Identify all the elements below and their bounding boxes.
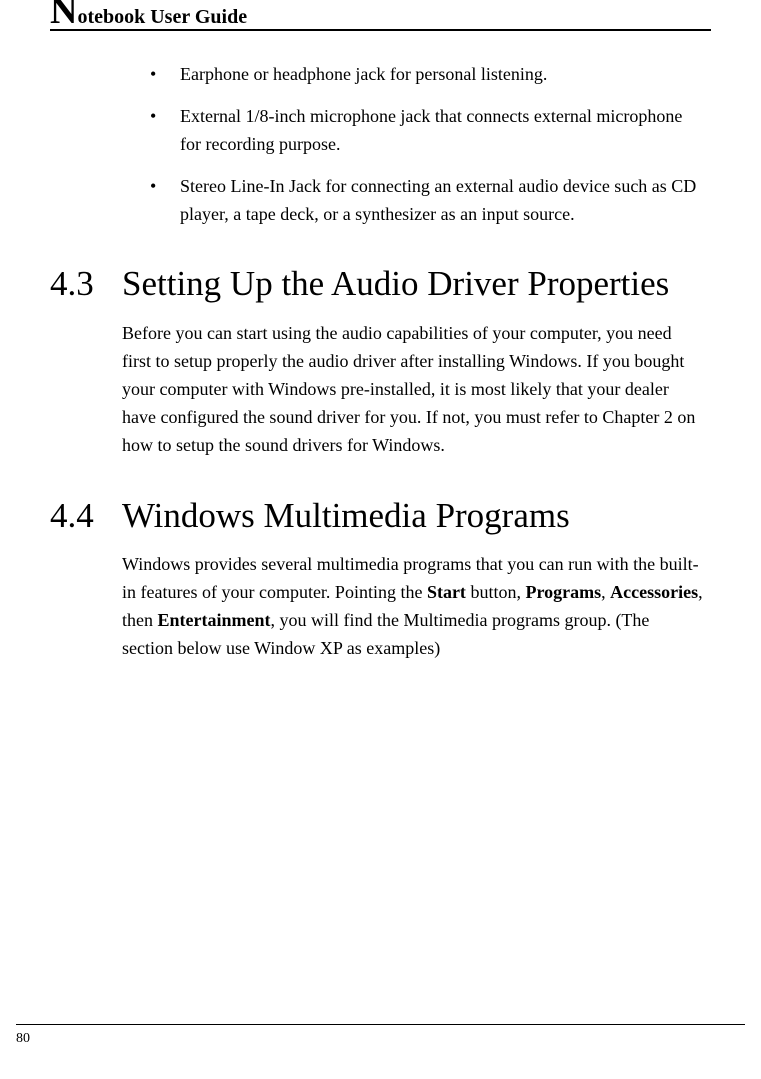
- bullet-text: Stereo Line-In Jack for connecting an ex…: [180, 176, 696, 224]
- content-area: Earphone or headphone jack for personal …: [50, 61, 711, 663]
- page-footer: 80: [0, 1024, 761, 1047]
- page-number: 80: [16, 1031, 745, 1047]
- page-header: Notebook User Guide: [50, 0, 711, 31]
- section-paragraph: Before you can start using the audio cap…: [122, 320, 703, 459]
- section-4-3: 4.3 Setting Up the Audio Driver Properti…: [122, 262, 703, 306]
- section-number: 4.3: [50, 262, 122, 306]
- header-rest: otebook User Guide: [77, 6, 247, 28]
- header-title: Notebook User Guide: [50, 6, 711, 29]
- para-text: button,: [466, 582, 526, 602]
- para-text: ,: [601, 582, 610, 602]
- list-item: External 1/8-inch microphone jack that c…: [150, 103, 703, 159]
- bold-term: Accessories: [610, 582, 698, 602]
- bold-term: Programs: [525, 582, 601, 602]
- bullet-text: Earphone or headphone jack for personal …: [180, 64, 547, 84]
- header-dropcap: N: [50, 0, 77, 32]
- list-item: Stereo Line-In Jack for connecting an ex…: [150, 173, 703, 229]
- section-4-4: 4.4 Windows Multimedia Programs: [122, 494, 703, 538]
- section-title: Windows Multimedia Programs: [122, 494, 570, 538]
- bullet-list: Earphone or headphone jack for personal …: [122, 61, 703, 228]
- footer-rule: [16, 1024, 745, 1025]
- bold-term: Entertainment: [158, 610, 271, 630]
- section-number: 4.4: [50, 494, 122, 538]
- bold-term: Start: [427, 582, 466, 602]
- bullet-text: External 1/8-inch microphone jack that c…: [180, 106, 682, 154]
- section-title: Setting Up the Audio Driver Properties: [122, 262, 669, 306]
- list-item: Earphone or headphone jack for personal …: [150, 61, 703, 89]
- section-paragraph: Windows provides several multimedia prog…: [122, 551, 703, 663]
